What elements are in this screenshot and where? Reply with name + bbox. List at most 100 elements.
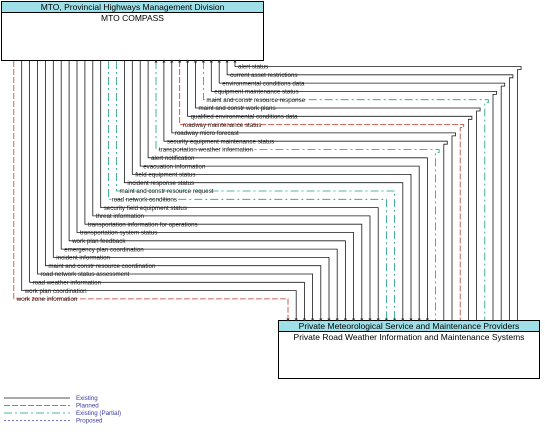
flow-line-12 bbox=[139, 61, 421, 322]
legend-label-existing_partial: Existing (Partial) bbox=[76, 410, 121, 417]
flow-line-22 bbox=[60, 61, 339, 322]
flow-line-17 bbox=[100, 61, 380, 322]
flow-line-3 bbox=[209, 59, 497, 320]
legend-label-planned: Planned bbox=[76, 403, 99, 410]
flow-12[interactable]: evacuation information bbox=[139, 61, 421, 322]
flow-label-19: transportation information for operation… bbox=[88, 221, 198, 228]
top-element-header: MTO, Provincial Highways Management Divi… bbox=[2, 2, 263, 13]
flow-label-4: maint and constr resource response bbox=[206, 97, 305, 104]
flow-28[interactable]: work zone information bbox=[13, 61, 290, 322]
flow-5[interactable]: maint and constr work plans bbox=[193, 59, 481, 320]
flow-label-8: roadway micro forecast bbox=[175, 130, 239, 137]
flow-label-2: environmental conditions data bbox=[222, 80, 305, 87]
flow-line-6 bbox=[186, 59, 473, 320]
flow-label-22: emergency plan coordination bbox=[64, 246, 144, 253]
flow-line-23 bbox=[52, 61, 331, 322]
flow-17[interactable]: security field equipment status bbox=[100, 61, 380, 322]
flow-label-7: roadway maintenance status bbox=[183, 122, 262, 129]
flow-line-10 bbox=[154, 59, 440, 320]
flow-label-10: transportation weather information bbox=[159, 147, 253, 154]
flow-line-7 bbox=[178, 59, 465, 320]
flow-25[interactable]: road network status assessment bbox=[37, 61, 315, 322]
flow-line-18 bbox=[92, 61, 372, 322]
flow-7[interactable]: roadway maintenance status bbox=[178, 59, 465, 320]
flow-label-24: maint and constr resource coordination bbox=[48, 263, 156, 270]
flow-label-21: work plan feedback bbox=[71, 238, 126, 245]
flow-line-24 bbox=[45, 61, 323, 322]
flow-19[interactable]: transportation information for operation… bbox=[84, 61, 364, 322]
flow-16[interactable]: road network conditions bbox=[108, 61, 388, 322]
flow-10[interactable]: transportation weather information bbox=[154, 59, 440, 320]
flow-label-6: qualified environmental conditions data bbox=[191, 114, 299, 121]
flow-label-25: road network status assessment bbox=[41, 271, 130, 278]
flow-line-26 bbox=[29, 61, 306, 322]
flow-line-28 bbox=[13, 61, 290, 322]
flow-4[interactable]: maint and constr resource response bbox=[201, 59, 489, 320]
flow-label-0: alert status bbox=[238, 64, 268, 71]
flow-9[interactable]: security equipment maintenance status bbox=[162, 59, 448, 320]
top-element-title: MTO COMPASS bbox=[101, 13, 164, 23]
flow-22[interactable]: emergency plan coordination bbox=[60, 61, 339, 322]
flow-23[interactable]: incident information bbox=[52, 61, 331, 322]
flow-20[interactable]: transportation system status bbox=[76, 61, 356, 322]
flow-label-1: current asset restrictions bbox=[230, 72, 297, 79]
flow-3[interactable]: equipment maintenance status bbox=[209, 59, 497, 320]
flow-label-18: threat information bbox=[96, 213, 145, 220]
flow-line-14 bbox=[124, 61, 405, 322]
flow-label-11: alert notification bbox=[151, 155, 195, 162]
flow-6[interactable]: qualified environmental conditions data bbox=[186, 59, 473, 320]
flow-11[interactable]: alert notification bbox=[147, 61, 429, 322]
legend-label-existing: Existing bbox=[76, 395, 98, 402]
flow-label-28: work zone information bbox=[16, 296, 78, 303]
bottom-element-box[interactable]: Private Meteorological Service and Maint… bbox=[278, 320, 540, 379]
legend-label-proposed: Proposed bbox=[76, 418, 103, 425]
legend-item-proposed: Proposed bbox=[4, 418, 103, 425]
flow-label-23: incident information bbox=[56, 255, 110, 262]
flow-label-13: field equipment status bbox=[135, 172, 195, 179]
flow-2[interactable]: environmental conditions data bbox=[217, 59, 506, 320]
top-element-box[interactable]: MTO, Provincial Highways Management Divi… bbox=[1, 1, 264, 61]
flow-label-5: maint and constr work plans bbox=[199, 105, 276, 112]
flow-line-19 bbox=[84, 61, 364, 322]
flow-label-16: road network conditions bbox=[112, 197, 177, 204]
flow-line-16 bbox=[108, 61, 388, 322]
flow-14[interactable]: incident response status bbox=[124, 61, 405, 322]
flow-line-0 bbox=[233, 59, 522, 320]
flow-line-2 bbox=[217, 59, 506, 320]
flow-line-5 bbox=[193, 59, 481, 320]
flow-line-15 bbox=[116, 61, 397, 322]
flow-line-9 bbox=[162, 59, 448, 320]
flow-label-14: incident response status bbox=[127, 180, 194, 187]
flow-label-12: evacuation information bbox=[143, 163, 206, 170]
bottom-element-title: Private Road Weather Information and Mai… bbox=[293, 332, 525, 342]
flow-27[interactable]: work plan coordination bbox=[21, 61, 298, 322]
flow-21[interactable]: work plan feedback bbox=[68, 61, 347, 322]
flow-line-13 bbox=[131, 61, 413, 322]
flow-label-26: road weather information bbox=[33, 280, 102, 287]
flow-18[interactable]: threat information bbox=[92, 61, 372, 322]
legend-item-existing: Existing bbox=[4, 395, 98, 402]
flow-line-27 bbox=[21, 61, 298, 322]
flow-15[interactable]: maint and constr resource request bbox=[116, 61, 397, 322]
flow-line-21 bbox=[68, 61, 347, 322]
flow-line-1 bbox=[225, 59, 514, 320]
flow-label-3: equipment maintenance status bbox=[214, 89, 298, 96]
flow-label-15: maint and constr resource request bbox=[120, 188, 214, 195]
flow-1[interactable]: current asset restrictions bbox=[225, 59, 514, 320]
flow-24[interactable]: maint and constr resource coordination bbox=[45, 61, 323, 322]
flow-0[interactable]: alert status bbox=[233, 59, 522, 320]
flow-13[interactable]: field equipment status bbox=[131, 61, 413, 322]
flow-label-17: security field equipment status bbox=[104, 205, 187, 212]
flow-line-25 bbox=[37, 61, 315, 322]
flow-line-20 bbox=[76, 61, 356, 322]
flow-label-9: security equipment maintenance status bbox=[167, 138, 274, 145]
flow-line-8 bbox=[170, 59, 456, 320]
bottom-element-header: Private Meteorological Service and Maint… bbox=[279, 321, 539, 332]
flow-label-27: work plan coordination bbox=[24, 288, 87, 295]
legend-item-existing_partial: Existing (Partial) bbox=[4, 410, 121, 417]
flow-8[interactable]: roadway micro forecast bbox=[170, 59, 456, 320]
flow-26[interactable]: road weather information bbox=[29, 61, 306, 322]
